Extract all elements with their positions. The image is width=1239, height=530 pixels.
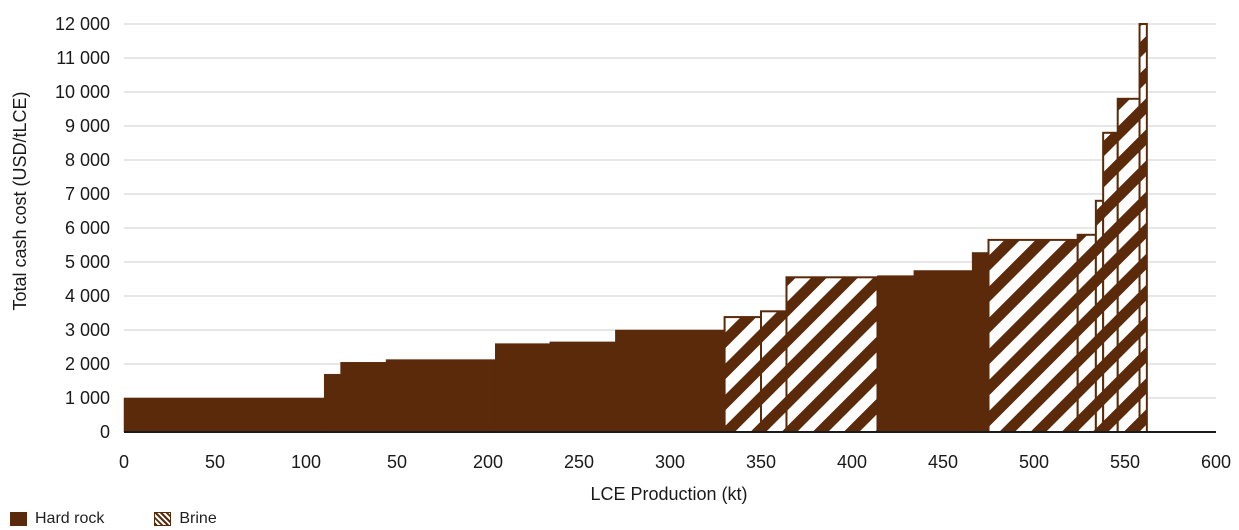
x-tick-label: 400 <box>837 452 867 472</box>
bar-brine <box>1138 23 1148 433</box>
y-tick-label: 6 000 <box>65 218 110 238</box>
bar-hard-rock <box>123 397 325 433</box>
x-tick-label: 100 <box>291 452 321 472</box>
bar-brine <box>1094 199 1105 433</box>
x-tick-label: 600 <box>1201 452 1231 472</box>
x-tick-label: 550 <box>1110 452 1140 472</box>
bar-brine <box>785 276 879 433</box>
x-tick-label: 500 <box>1019 452 1049 472</box>
bars <box>123 23 1148 434</box>
legend: Hard rock Brine <box>10 510 267 528</box>
bar-hard-rock <box>340 362 387 433</box>
y-tick-label: 11 000 <box>56 48 110 68</box>
bar-hard-rock <box>323 373 341 433</box>
y-tick-label: 0 <box>100 422 110 442</box>
x-tick-label: 350 <box>746 452 776 472</box>
bar-brine <box>987 238 1079 433</box>
y-tick-label: 4 000 <box>65 286 110 306</box>
bar-brine <box>723 316 762 433</box>
y-tick-label: 3 000 <box>65 320 110 340</box>
y-tick-label: 7 000 <box>65 184 110 204</box>
bar-hard-rock <box>549 341 616 433</box>
bar-hard-rock <box>877 275 915 433</box>
bar-brine <box>760 310 788 433</box>
grid-lines <box>124 23 1216 399</box>
y-tick-label: 9 000 <box>65 116 110 136</box>
bar-brine <box>1116 97 1141 434</box>
legend-label-brine: Brine <box>179 510 217 527</box>
y-tick-labels: 0 1 000 2 000 3 000 4 000 5 000 6 000 7 000 8 00… <box>55 14 110 442</box>
bar-hard-rock <box>913 270 973 433</box>
bar-hard-rock <box>495 343 551 433</box>
x-tick-label: 50 <box>205 452 225 472</box>
y-tick-label: 2 000 <box>65 354 110 374</box>
bar-hard-rock <box>615 329 725 433</box>
y-tick-label: 1 000 <box>65 388 110 408</box>
x-tick-label: 50 <box>387 452 407 472</box>
y-tick-label: 8 000 <box>65 150 110 170</box>
y-tick-label: 5 000 <box>65 252 110 272</box>
y-tick-label: 12 000 <box>55 14 110 34</box>
legend-swatch-hard-rock <box>10 512 27 526</box>
bar-hard-rock <box>971 252 989 433</box>
legend-item-hard-rock: Hard rock <box>10 510 104 528</box>
legend-label-hard-rock: Hard rock <box>35 510 105 527</box>
bar-brine <box>1102 131 1119 434</box>
x-tick-labels: 0 50 100 50 200 250 300 350 400 450 500 550 600 <box>119 452 1231 472</box>
bar-hard-rock <box>385 359 496 433</box>
legend-swatch-brine <box>154 512 172 526</box>
y-tick-label: 10 000 <box>55 82 110 102</box>
x-tick-label: 300 <box>655 452 685 472</box>
x-tick-label: 450 <box>928 452 958 472</box>
x-tick-label: 0 <box>119 452 129 472</box>
legend-item-brine: Brine <box>154 510 217 528</box>
bar-brine <box>1076 233 1097 433</box>
x-axis-title: LCE Production (kt) <box>590 484 747 504</box>
x-tick-label: 250 <box>564 452 594 472</box>
y-axis-title: Total cash cost (USD/tLCE) <box>10 91 30 310</box>
x-tick-label: 200 <box>473 452 503 472</box>
